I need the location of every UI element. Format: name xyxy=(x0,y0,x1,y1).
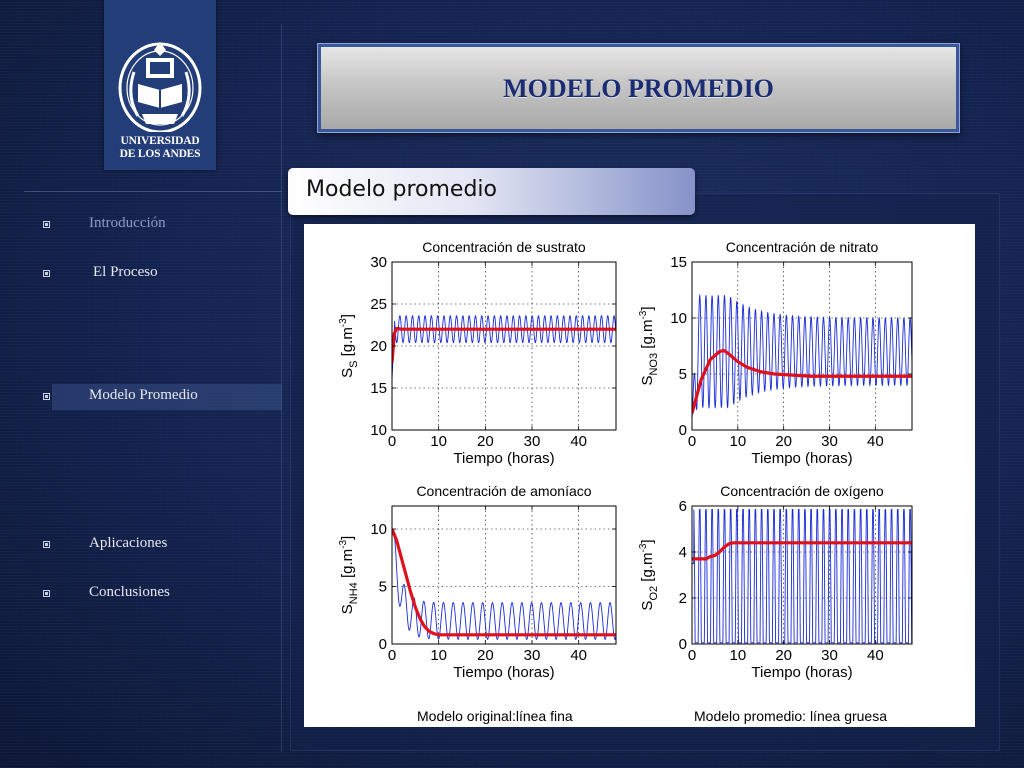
y-tick-label: 2 xyxy=(679,590,687,607)
x-tick-label: 10 xyxy=(430,647,447,664)
x-tick-label: 40 xyxy=(570,647,587,664)
y-tick-label: 20 xyxy=(370,338,387,355)
slide-subtitle: Modelo promedio xyxy=(306,177,497,202)
x-tick-label: 20 xyxy=(477,647,494,664)
series-average-line xyxy=(392,528,616,637)
university-logo: UNIVERSIDAD DE LOS ANDES xyxy=(104,0,216,170)
x-tick-label: 20 xyxy=(775,647,792,664)
plot-area xyxy=(392,315,616,380)
chart-title: Concentración de sustrato xyxy=(422,239,586,255)
x-tick-label: 20 xyxy=(477,433,494,450)
y-tick-label: 0 xyxy=(379,636,387,653)
x-tick-label: 0 xyxy=(688,647,696,664)
y-axis-label: SNH4 [g.m-3] xyxy=(338,536,360,614)
sidebar-item-modelo-promedio[interactable]: Modelo Promedio xyxy=(43,384,282,410)
bullet-icon xyxy=(43,541,50,548)
y-tick-label: 5 xyxy=(379,579,387,596)
x-tick-label: 0 xyxy=(688,433,696,450)
chart-3: Concentración de amoníaco 0 10 20 30 40 0 5 10 Ti… xyxy=(338,483,617,681)
x-tick-label: 10 xyxy=(729,647,746,664)
y-tick-label: 6 xyxy=(679,498,687,515)
sidebar-item-label: Introducción xyxy=(89,215,166,231)
y-tick-label: 0 xyxy=(679,636,687,653)
logo-line-2: DE LOS ANDES xyxy=(119,148,201,160)
plot-area xyxy=(692,509,912,644)
y-tick-label: 5 xyxy=(679,366,687,383)
simulation-figure: Concentración de sustrato 0 10 20 30 40 10 15 20… xyxy=(304,224,975,727)
x-axis-label: Tiempo (horas) xyxy=(453,664,554,681)
series-average-line xyxy=(692,348,912,414)
slide-title-box: MODELO PROMEDIO xyxy=(318,44,959,132)
sidebar-item-label: Aplicaciones xyxy=(89,535,168,551)
bullet-icon xyxy=(43,270,50,277)
plot-frame xyxy=(391,505,617,645)
x-tick-label: 30 xyxy=(524,647,541,664)
series-original-line xyxy=(392,315,616,380)
y-tick-label: 30 xyxy=(370,254,387,271)
sidebar-item-label: Conclusiones xyxy=(89,584,170,600)
chart-2: Concentración de nitrato 0 10 20 30 40 0 5 10 15 T… xyxy=(638,239,913,467)
y-tick-label: 10 xyxy=(370,422,387,439)
chart-4: Concentración de oxígeno 0 10 20 30 40 0 2 4 6 Tie… xyxy=(638,483,913,681)
y-tick-label: 0 xyxy=(679,422,687,439)
series-average-line xyxy=(392,326,616,363)
x-tick-label: 20 xyxy=(775,433,792,450)
sidebar-item-label: El Proceso xyxy=(93,264,158,280)
bullet-icon xyxy=(43,393,50,400)
x-tick-label: 30 xyxy=(821,647,838,664)
chart-title: Concentración de oxígeno xyxy=(720,483,884,499)
y-axis-label: SS [g.m-3] xyxy=(338,314,360,378)
x-tick-label: 10 xyxy=(430,433,447,450)
plot-area xyxy=(392,528,616,640)
plot-frame xyxy=(691,505,913,645)
x-tick-label: 10 xyxy=(729,433,746,450)
sidebar-item-label: Modelo Promedio xyxy=(89,387,198,403)
series-original-line xyxy=(392,528,616,640)
x-tick-label: 30 xyxy=(821,433,838,450)
x-tick-label: 0 xyxy=(388,647,396,664)
caption-original: Modelo original:línea fina xyxy=(417,708,573,724)
plot-area xyxy=(692,293,912,419)
sidebar-item-conclusiones[interactable]: Conclusiones xyxy=(40,581,280,607)
caption-average: Modelo promedio: línea gruesa xyxy=(694,708,887,724)
logo-line-1: UNIVERSIDAD xyxy=(120,135,200,147)
chart-title: Concentración de nitrato xyxy=(726,239,879,255)
bullet-icon xyxy=(43,221,50,228)
x-axis-label: Tiempo (horas) xyxy=(751,450,852,467)
crest-icon xyxy=(118,42,202,132)
x-axis-label: Tiempo (horas) xyxy=(751,664,852,681)
x-tick-label: 40 xyxy=(570,433,587,450)
x-tick-label: 40 xyxy=(867,433,884,450)
x-tick-label: 40 xyxy=(867,647,884,664)
series-average-line xyxy=(692,541,912,561)
x-axis-label: Tiempo (horas) xyxy=(453,450,554,467)
y-tick-label: 10 xyxy=(370,521,387,538)
series-original-line xyxy=(692,509,912,644)
y-tick-label: 15 xyxy=(370,380,387,397)
slide-title: MODELO PROMEDIO xyxy=(503,74,774,103)
chart-title: Concentración de amoníaco xyxy=(416,483,591,499)
sidebar-item-aplicaciones[interactable]: Aplicaciones xyxy=(40,532,280,558)
x-tick-label: 30 xyxy=(524,433,541,450)
y-tick-label: 15 xyxy=(670,254,687,271)
plot-frame xyxy=(691,261,913,431)
y-axis-label: SO2 [g.m-3] xyxy=(638,539,660,610)
series-original-line xyxy=(692,293,912,419)
bullet-icon xyxy=(43,590,50,597)
sidebar-item-el-proceso[interactable]: El Proceso xyxy=(40,261,280,287)
y-axis-label: SNO3 [g.m-3] xyxy=(638,306,660,385)
x-tick-label: 0 xyxy=(388,433,396,450)
y-tick-label: 4 xyxy=(679,544,687,561)
y-tick-label: 25 xyxy=(370,296,387,313)
subtitle-banner: Modelo promedio xyxy=(288,168,695,215)
sidebar-divider xyxy=(24,191,282,192)
sidebar-item-introduccion[interactable]: Introducción xyxy=(40,212,280,238)
y-tick-label: 10 xyxy=(670,310,687,327)
